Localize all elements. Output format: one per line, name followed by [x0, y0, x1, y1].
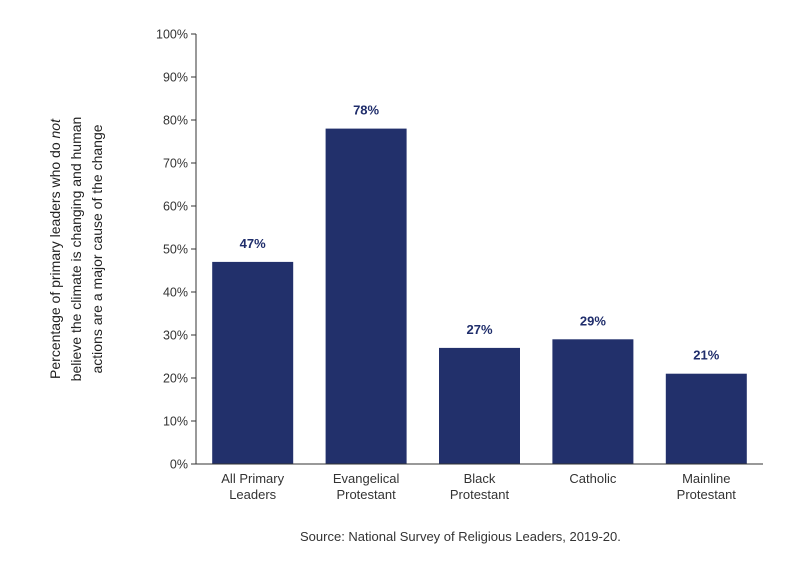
category-label: Evangelical Protestant [333, 471, 400, 502]
y-tick-label: 10% [163, 415, 188, 429]
y-axis-ticks: 0% 10% 20% 30% 40% 50% 60% 70% 80% 90% 100% [156, 28, 196, 472]
y-tick-label: 30% [163, 329, 188, 343]
y-tick-label: 90% [163, 71, 188, 85]
y-axis-label: Percentage of primary leaders who do not… [47, 117, 105, 382]
data-label: 29% [580, 313, 606, 328]
source-note: Source: National Survey of Religious Lea… [300, 529, 621, 544]
bar [665, 373, 747, 464]
y-tick-label: 50% [163, 243, 188, 257]
data-label: 47% [240, 236, 266, 251]
y-tick-label: 40% [163, 286, 188, 300]
y-tick-label: 60% [163, 200, 188, 214]
data-label: 21% [693, 348, 719, 363]
y-tick-label: 80% [163, 114, 188, 128]
category-label: Mainline Protestant [677, 471, 737, 502]
category-label: Catholic [569, 471, 616, 486]
category-labels: All Primary Leaders Evangelical Protestant B… [221, 471, 736, 502]
category-label: All Primary Leaders [221, 471, 284, 502]
bars [212, 128, 747, 464]
y-tick-label: 70% [163, 157, 188, 171]
bar [439, 347, 520, 464]
y-tick-label: 0% [170, 458, 188, 472]
data-label: 78% [353, 103, 379, 118]
data-labels: 47% 78% 27% 29% 21% [240, 103, 720, 363]
y-axis-title: Percentage of primary leaders who do not… [47, 117, 105, 382]
category-label: Black Protestant [450, 471, 510, 502]
data-label: 27% [466, 322, 492, 337]
bar [212, 261, 294, 464]
bar [325, 128, 407, 464]
bar [552, 339, 634, 464]
y-tick-label: 20% [163, 372, 188, 386]
y-tick-label: 100% [156, 28, 188, 42]
